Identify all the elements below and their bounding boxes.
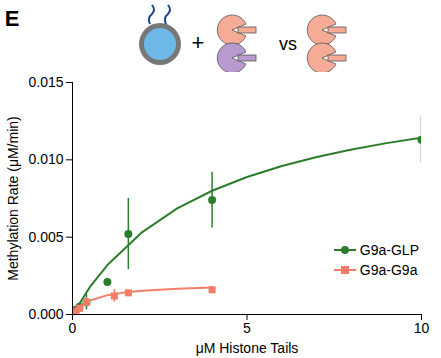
- svg-text:10: 10: [414, 320, 430, 336]
- svg-text:vs: vs: [279, 34, 297, 54]
- svg-text:E: E: [5, 6, 20, 31]
- svg-text:+: +: [192, 30, 205, 55]
- svg-text:μM Histone Tails: μM Histone Tails: [196, 340, 299, 356]
- svg-text:0.005: 0.005: [28, 229, 63, 245]
- svg-text:0: 0: [69, 320, 77, 336]
- svg-text:0.000: 0.000: [28, 306, 63, 322]
- html-text:G9a-GLP: G9a-GLP: [359, 242, 419, 258]
- svg-text:0.015: 0.015: [28, 74, 63, 90]
- html-text:G9a-G9a: G9a-G9a: [359, 262, 418, 278]
- svg-text:5: 5: [243, 320, 251, 336]
- svg-text:Methylation Rate (μM/min): Methylation Rate (μM/min): [5, 116, 21, 280]
- svg-text:0.010: 0.010: [28, 151, 63, 167]
